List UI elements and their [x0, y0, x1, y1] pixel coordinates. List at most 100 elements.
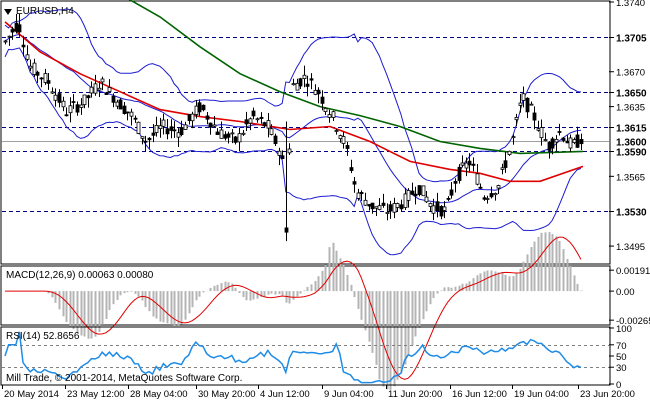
- candle-body: [158, 125, 163, 130]
- candle-body: [367, 204, 372, 207]
- candle-body: [172, 129, 177, 132]
- candle-body: [359, 192, 364, 195]
- macd-histogram: [47, 232, 583, 390]
- time-label: 16 Jun 12:00: [452, 389, 507, 400]
- candle-body: [457, 166, 462, 181]
- candle-body: [165, 128, 170, 135]
- candle-body: [176, 132, 181, 138]
- candle-body: [356, 192, 361, 199]
- candle-body: [496, 185, 501, 189]
- candle-body: [323, 107, 328, 113]
- candle-body: [280, 155, 285, 159]
- candle-body: [331, 111, 336, 118]
- candle-body: [237, 133, 242, 143]
- sma-green-line: [128, 0, 584, 155]
- candle-body: [244, 119, 249, 125]
- candle-body: [140, 136, 145, 139]
- candle-body: [230, 132, 235, 135]
- candle-body: [82, 94, 87, 106]
- candle-body: [424, 196, 429, 203]
- candle-body: [374, 206, 379, 209]
- candle-body: [251, 110, 256, 117]
- candle-body: [136, 121, 141, 134]
- candle-body: [385, 211, 390, 214]
- candle-body: [388, 204, 393, 212]
- candle-body: [7, 35, 12, 38]
- candle-body: [118, 99, 123, 110]
- candle-body: [442, 206, 447, 211]
- candle-body: [467, 160, 472, 166]
- candle-body: [14, 22, 19, 32]
- chart-title: EURUSD,H4: [16, 6, 74, 17]
- candle-body: [115, 101, 120, 107]
- time-label: 30 May 20:00: [198, 389, 256, 400]
- price-tick-label: 1.3670: [616, 68, 645, 79]
- time-label: 20 May 2014: [4, 389, 59, 400]
- candle-body: [266, 120, 271, 129]
- candle-body: [233, 136, 238, 143]
- candle-body: [35, 71, 40, 76]
- candle-body: [431, 205, 436, 214]
- candle-body: [50, 91, 55, 94]
- candle-body: [550, 138, 555, 149]
- candle-body: [10, 29, 15, 33]
- candle-body: [64, 114, 69, 117]
- candle-body: [320, 96, 325, 104]
- candle-body: [25, 54, 30, 60]
- price-levels: [2, 37, 614, 212]
- macd-axis: 0.00191 0.00 -0.00265: [609, 266, 650, 327]
- candle-body: [464, 162, 469, 169]
- macd-pane[interactable]: 0.00191 0.00 -0.00265 MACD(12,26,9) 0.0006…: [0, 232, 650, 390]
- candle-body: [453, 180, 458, 184]
- time-label: 11 Jun 20:00: [388, 389, 442, 400]
- candle-body: [302, 74, 307, 79]
- dropdown-triangle-icon[interactable]: [4, 9, 12, 15]
- macd-title: MACD(12,26,9) 0.00063 0.00080: [6, 270, 154, 281]
- candle-body: [273, 135, 278, 145]
- candle-body: [21, 44, 26, 48]
- candle-body: [183, 124, 188, 130]
- candle-body: [518, 102, 523, 106]
- bollinger-upper: [4, 8, 582, 183]
- candle-body: [169, 126, 174, 131]
- time-label: 23 Jun 20:00: [580, 389, 635, 400]
- candle-body: [536, 128, 541, 131]
- candle-body: [194, 105, 199, 115]
- rsi-tick-label: 100: [616, 324, 632, 335]
- candle-body: [417, 185, 422, 195]
- candle-body: [89, 86, 94, 94]
- watermark: Mill Trade, © 2001-2014, MetaQuotes Soft…: [6, 373, 242, 384]
- candle-body: [39, 77, 44, 80]
- candle-body: [493, 193, 498, 196]
- candle-body: [352, 181, 357, 185]
- price-pane[interactable]: 1.3705 1.3650 1.3615 1.3590 1.3530 1.3600 1.37…: [0, 0, 647, 265]
- candle-body: [475, 173, 480, 185]
- candle-body: [514, 117, 519, 121]
- time-label: 4 Jun 12:00: [260, 389, 310, 400]
- candle-body: [370, 202, 375, 210]
- price-tick-label: 1.3635: [616, 103, 645, 114]
- level-label: 1.3530: [616, 208, 647, 219]
- candle-body: [226, 133, 231, 138]
- macd-pane-border: [0, 265, 611, 326]
- level-label: 1.3705: [616, 34, 647, 45]
- macd-tick-label: 0.00191: [616, 266, 650, 277]
- candle-body: [316, 89, 321, 95]
- candle-body: [305, 83, 310, 87]
- rsi-tick-label: 50: [616, 352, 627, 363]
- bollinger-bands: [4, 8, 582, 256]
- candle-body: [313, 90, 318, 95]
- price-pane-border: [0, 0, 611, 265]
- current-price-label: 1.3600: [616, 138, 647, 149]
- candle-body: [53, 94, 58, 101]
- candle-body: [410, 190, 415, 195]
- candle-body: [309, 78, 314, 81]
- candle-body: [79, 104, 84, 108]
- time-axis: 20 May 2014 23 May 12:00 28 May 04:00 30 Ma…: [2, 385, 635, 400]
- candle-body: [122, 105, 127, 114]
- candle-body: [277, 150, 282, 156]
- candle-body: [449, 189, 454, 196]
